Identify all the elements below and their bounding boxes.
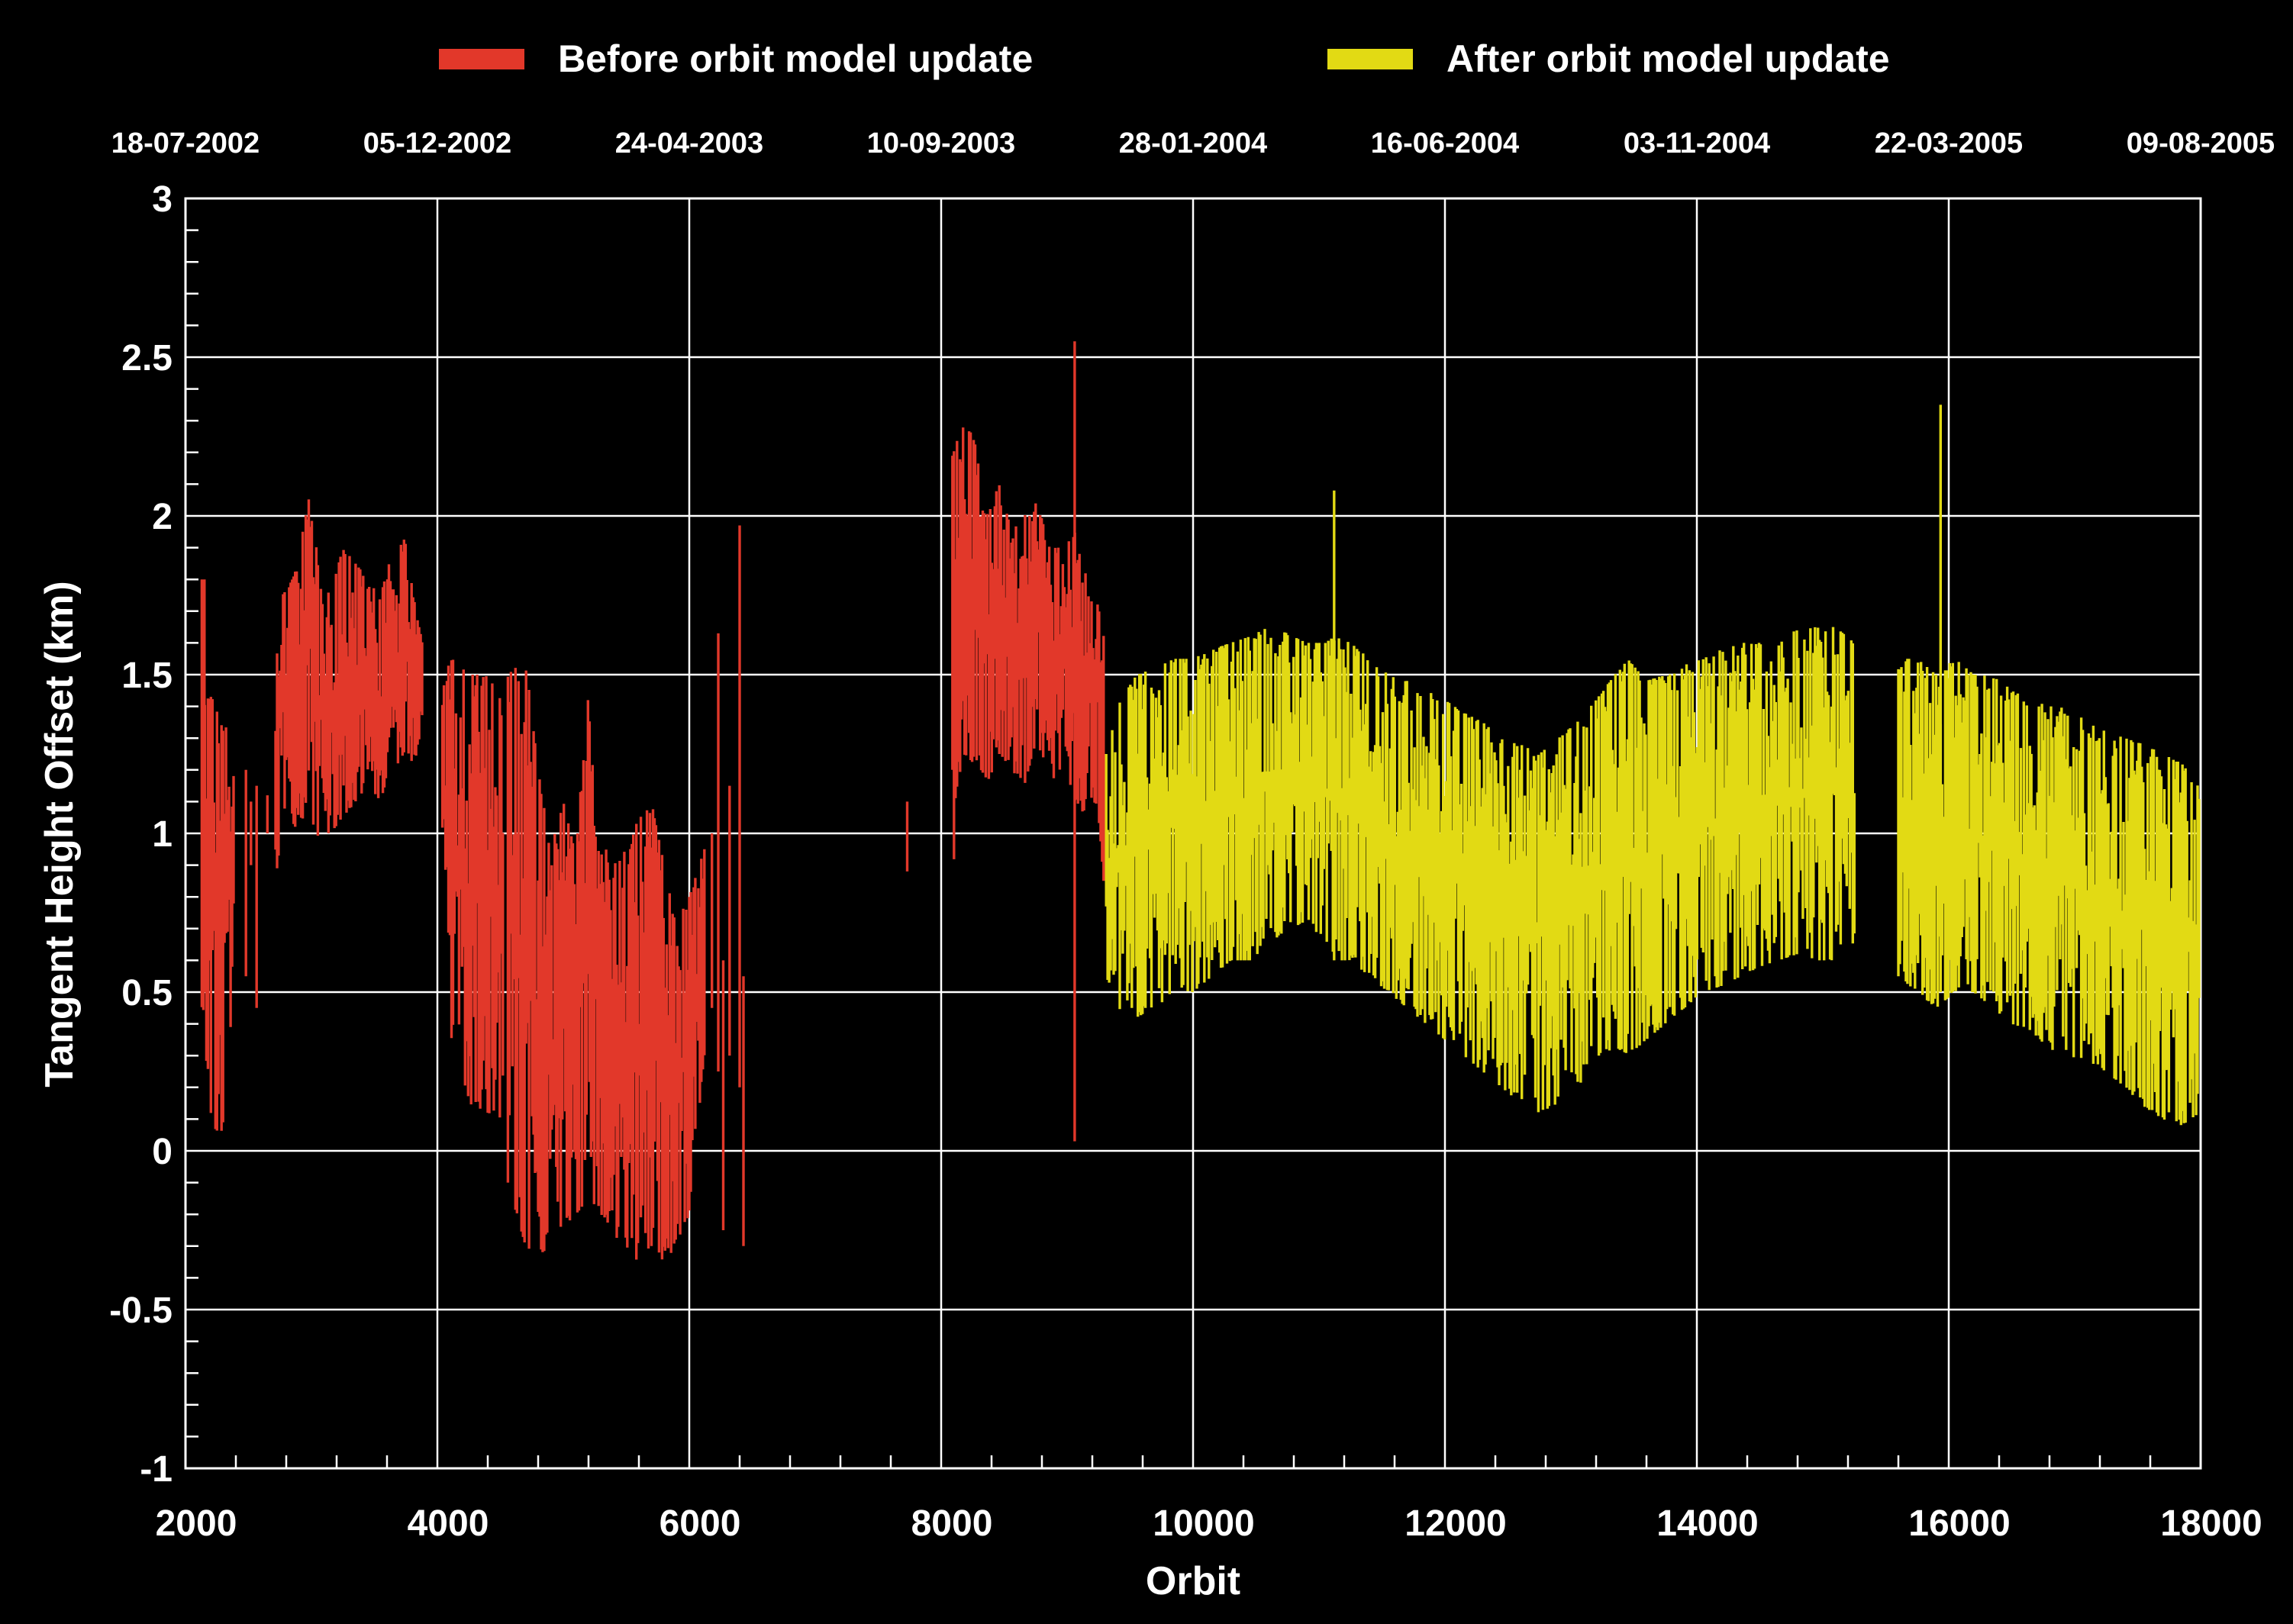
x-tick-label: 2000 [156, 1503, 237, 1544]
y-tick-label: 2 [152, 497, 173, 537]
y-tick-label: 3 [152, 179, 173, 220]
x-tick-label: 16000 [1908, 1503, 2010, 1544]
top-date-label: 24-04-2003 [615, 127, 763, 160]
legend-item-before: Before orbit model update [439, 37, 1033, 81]
top-date-label: 22-03-2005 [1875, 127, 2023, 160]
top-date-label: 18-07-2002 [111, 127, 260, 160]
legend-item-after: After orbit model update [1327, 37, 1890, 81]
y-tick-label: 2.5 [121, 338, 173, 379]
legend-label-before: Before orbit model update [558, 37, 1034, 80]
x-tick-label: 4000 [408, 1503, 489, 1544]
x-tick-label: 8000 [911, 1503, 993, 1544]
top-date-label: 28-01-2004 [1119, 127, 1267, 160]
y-tick-label: -0.5 [109, 1290, 173, 1331]
legend-label-after: After orbit model update [1446, 37, 1890, 80]
top-date-label: 09-08-2005 [2127, 127, 2275, 160]
legend-swatch-red [439, 48, 524, 69]
x-tick-label: 18000 [2160, 1503, 2262, 1544]
top-date-label: 05-12-2002 [363, 127, 511, 160]
series-after [1105, 404, 2201, 1126]
y-tick-label: 0 [152, 1132, 173, 1172]
plot-frame [184, 197, 2202, 1470]
y-tick-label: 1 [152, 814, 173, 855]
top-date-label: 16-06-2004 [1371, 127, 1519, 160]
y-tick-label: 1.5 [121, 656, 173, 696]
series-before [200, 341, 1105, 1260]
x-tick-label: 6000 [660, 1503, 741, 1544]
legend-swatch-yellow [1327, 48, 1413, 69]
y-axis-title: Tangent Height Offset (km) [37, 581, 82, 1088]
top-date-label: 03-11-2004 [1624, 127, 1770, 160]
minor-ticks [185, 229, 2152, 1468]
x-tick-label: 10000 [1153, 1503, 1254, 1544]
y-tick-label: -1 [140, 1449, 173, 1490]
x-tick-label: 14000 [1656, 1503, 1758, 1544]
y-tick-label: 0.5 [121, 973, 173, 1013]
x-axis-title: Orbit [1145, 1559, 1241, 1603]
top-date-label: 10-09-2003 [867, 127, 1015, 160]
x-tick-label: 12000 [1405, 1503, 1506, 1544]
